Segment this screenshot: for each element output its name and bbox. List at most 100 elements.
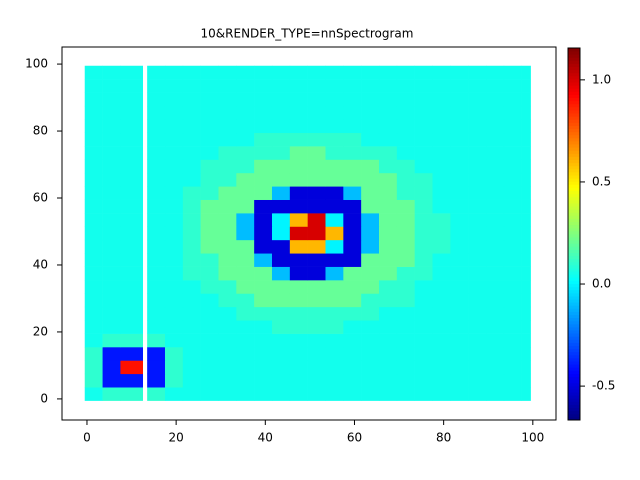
colorbar-band <box>568 125 580 129</box>
heat-cell <box>164 65 184 80</box>
heat-cell <box>271 293 291 308</box>
heat-cell <box>414 79 433 93</box>
heat-cell <box>218 119 237 134</box>
colorbar-band <box>568 240 580 244</box>
heat-cell <box>396 65 415 80</box>
heat-cell <box>84 172 103 187</box>
heat-cell <box>102 79 121 93</box>
heat-cell <box>486 333 505 348</box>
heat-cell <box>182 92 201 107</box>
heat-cell <box>102 105 121 120</box>
heat-cell <box>378 159 398 174</box>
heat-cell <box>361 253 380 267</box>
heat-cell <box>271 213 291 227</box>
heat-cell <box>414 119 433 134</box>
heat-cell <box>164 213 184 227</box>
heat-cell <box>236 65 255 80</box>
heat-cell <box>450 186 469 200</box>
colorbar-band <box>568 314 580 319</box>
heat-cell <box>254 92 273 107</box>
heat-cell <box>200 132 219 147</box>
heat-cell <box>521 373 531 388</box>
heat-cell <box>254 132 273 147</box>
heat-cell <box>486 320 505 334</box>
heat-cell <box>486 213 505 227</box>
heat-cell <box>468 360 487 375</box>
colorbar-band <box>568 187 580 191</box>
heat-cell <box>200 306 219 321</box>
heat-cell <box>503 266 522 281</box>
heat-cell <box>120 92 143 107</box>
heat-cell <box>289 266 308 281</box>
heat-cell <box>414 347 433 361</box>
colorbar-band <box>568 147 580 151</box>
colorbar-band <box>568 172 580 176</box>
heat-cell <box>432 213 451 227</box>
heat-cell <box>147 387 166 401</box>
heat-cell <box>343 333 362 348</box>
heat-cell <box>182 65 201 80</box>
colorbar-band <box>568 144 580 148</box>
colorbar-band <box>568 271 580 275</box>
heat-cell <box>486 306 505 321</box>
heat-cell <box>503 65 522 80</box>
heat-cell <box>486 65 505 80</box>
colorbar-band <box>568 296 580 300</box>
heat-cell <box>271 226 291 241</box>
heat-cell <box>164 226 184 241</box>
heat-cell <box>254 239 273 254</box>
colorbar-band <box>568 150 580 154</box>
colorbar-band <box>568 305 580 309</box>
heat-cell <box>218 373 237 388</box>
heat-cell <box>182 159 201 174</box>
heat-cell <box>254 172 273 187</box>
heat-cell <box>343 79 362 93</box>
heat-cell <box>182 347 201 361</box>
heat-cell <box>164 253 184 267</box>
heat-cell <box>271 333 291 348</box>
heat-cell <box>84 132 103 147</box>
heat-cell <box>271 360 291 375</box>
heat-cell <box>361 119 380 134</box>
heat-cell <box>396 347 415 361</box>
heat-cell <box>236 92 255 107</box>
heat-cell <box>289 213 308 227</box>
heat-cell <box>307 213 326 227</box>
heat-cell <box>343 105 362 120</box>
heat-cell <box>200 280 219 294</box>
heat-cell <box>271 373 291 388</box>
heat-cell <box>102 159 121 174</box>
heat-cell <box>450 119 469 134</box>
heat-cell <box>271 186 291 200</box>
colorbar-band <box>568 364 580 368</box>
heat-cell <box>200 387 219 401</box>
heat-cell <box>414 333 433 348</box>
heat-cell <box>84 360 103 375</box>
heat-cell <box>486 159 505 174</box>
colorbar-band <box>568 100 580 105</box>
heat-cell <box>236 79 255 93</box>
heat-cell <box>325 266 344 281</box>
heat-cell <box>236 226 255 241</box>
heat-cell <box>182 306 201 321</box>
heat-cell <box>468 226 487 241</box>
colorbar-band <box>568 286 580 291</box>
heat-cell <box>182 239 201 254</box>
colorbar-band <box>568 218 580 222</box>
heat-cell <box>120 146 143 160</box>
heat-cell <box>396 387 415 401</box>
heat-cell <box>432 226 451 241</box>
heat-cell <box>236 387 255 401</box>
heat-cell <box>343 213 362 227</box>
colorbar-band <box>568 323 580 328</box>
heat-cell <box>182 146 201 160</box>
heat-cell <box>164 360 184 375</box>
heat-cell <box>396 146 415 160</box>
colorbar-band <box>568 165 580 170</box>
heat-cell <box>289 333 308 348</box>
heat-cell <box>120 333 143 348</box>
colorbar-band <box>568 119 580 123</box>
heat-cell <box>432 293 451 308</box>
heat-cell <box>200 347 219 361</box>
